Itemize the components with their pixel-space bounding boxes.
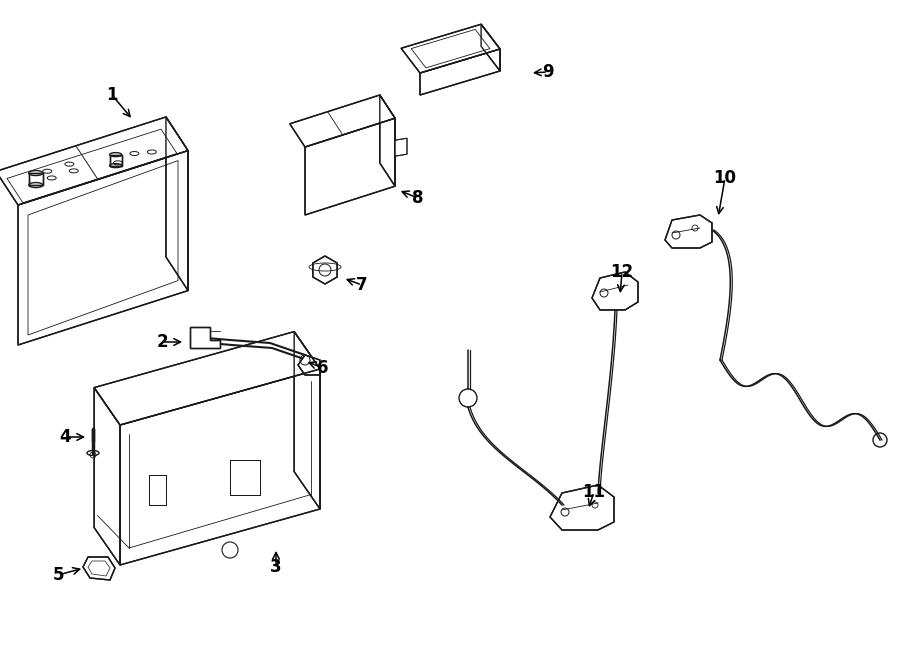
Polygon shape (380, 95, 395, 186)
Polygon shape (94, 387, 120, 565)
Polygon shape (94, 332, 320, 425)
Text: 10: 10 (714, 169, 736, 187)
Polygon shape (294, 332, 320, 509)
Polygon shape (592, 272, 638, 310)
Text: 5: 5 (52, 566, 64, 584)
Text: 11: 11 (582, 483, 606, 501)
Polygon shape (18, 151, 188, 345)
Polygon shape (230, 460, 260, 495)
Polygon shape (149, 475, 166, 505)
Polygon shape (420, 49, 500, 95)
Polygon shape (298, 355, 320, 375)
Polygon shape (0, 117, 188, 205)
Polygon shape (395, 138, 407, 156)
Polygon shape (190, 327, 220, 348)
Text: 6: 6 (317, 359, 328, 377)
Polygon shape (83, 557, 115, 580)
Polygon shape (110, 155, 122, 166)
Text: 12: 12 (610, 263, 634, 281)
Text: 4: 4 (59, 428, 71, 446)
Text: 3: 3 (270, 558, 282, 576)
Text: 8: 8 (412, 189, 424, 207)
Text: 1: 1 (106, 86, 118, 104)
Polygon shape (482, 24, 500, 71)
Polygon shape (290, 95, 395, 147)
Polygon shape (550, 485, 614, 530)
Polygon shape (120, 369, 320, 565)
Polygon shape (305, 118, 395, 215)
Polygon shape (313, 256, 338, 284)
Polygon shape (29, 173, 43, 185)
Text: 7: 7 (356, 276, 368, 294)
Text: 2: 2 (157, 333, 167, 351)
Polygon shape (401, 24, 500, 73)
Polygon shape (166, 117, 188, 291)
Polygon shape (665, 215, 712, 248)
Text: 9: 9 (542, 63, 554, 81)
